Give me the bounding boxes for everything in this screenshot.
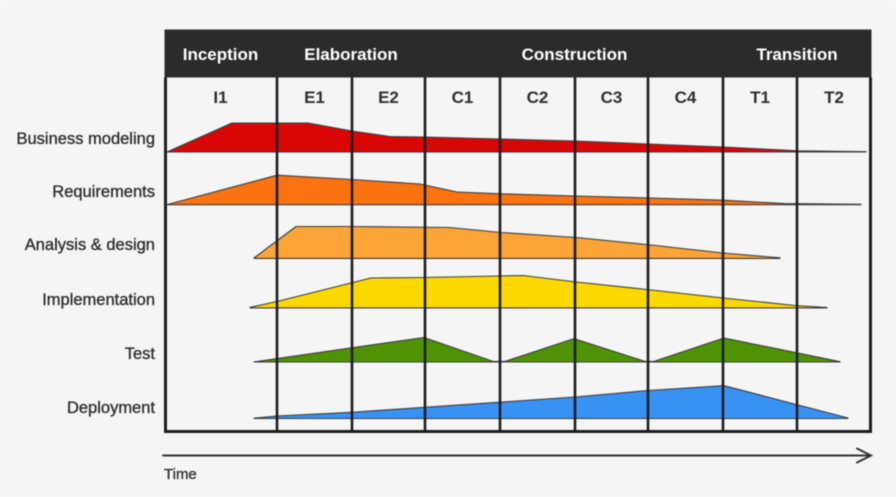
svg-text:I1: I1 bbox=[213, 88, 227, 107]
svg-text:T1: T1 bbox=[750, 88, 770, 107]
svg-text:C1: C1 bbox=[452, 88, 474, 107]
svg-text:Requirements: Requirements bbox=[52, 183, 155, 201]
svg-text:T2: T2 bbox=[824, 88, 844, 107]
svg-text:Transition: Transition bbox=[756, 45, 837, 64]
svg-text:Test: Test bbox=[125, 345, 156, 363]
svg-text:C4: C4 bbox=[675, 88, 697, 107]
svg-text:Implementation: Implementation bbox=[42, 291, 155, 309]
svg-text:Deployment: Deployment bbox=[67, 399, 155, 417]
svg-text:E1: E1 bbox=[304, 88, 325, 107]
svg-text:Time: Time bbox=[164, 466, 197, 483]
svg-text:C3: C3 bbox=[601, 88, 623, 107]
svg-text:C2: C2 bbox=[527, 88, 549, 107]
svg-text:Construction: Construction bbox=[522, 45, 628, 64]
svg-text:E2: E2 bbox=[378, 88, 399, 107]
svg-text:Elaboration: Elaboration bbox=[304, 45, 398, 64]
svg-text:Business modeling: Business modeling bbox=[17, 130, 156, 148]
svg-text:Inception: Inception bbox=[183, 45, 259, 64]
svg-text:Analysis & design: Analysis & design bbox=[25, 236, 155, 254]
